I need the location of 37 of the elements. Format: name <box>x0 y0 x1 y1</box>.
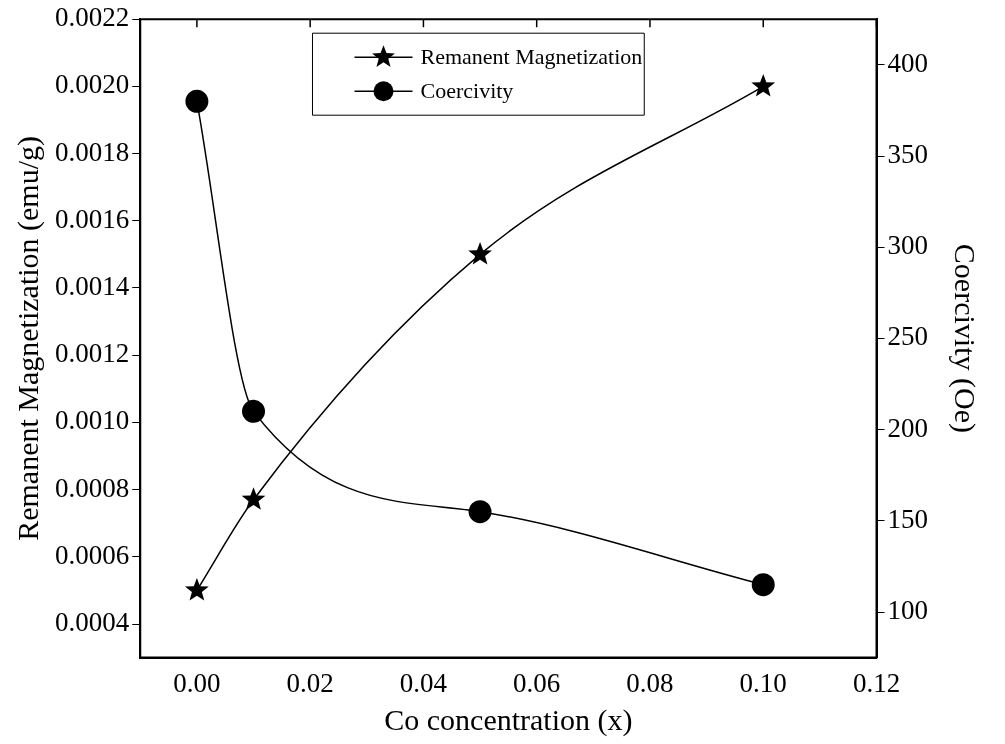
y-tick-label: 0.0020 <box>55 69 130 100</box>
legend-label: Remanent Magnetization <box>420 43 643 69</box>
legend-label: Coercivity <box>420 77 514 103</box>
x-tick-label: 0.02 <box>286 667 334 698</box>
y-tick-label: 0.0014 <box>55 271 130 302</box>
point <box>468 500 492 524</box>
x-tick-label: 0.00 <box>173 667 221 698</box>
point <box>242 399 266 423</box>
x-tick-label: 0.12 <box>852 667 901 698</box>
y2-tick-label: 300 <box>887 230 928 261</box>
x-axis-title: Co concentration (x) <box>384 702 633 737</box>
y-axis-title: Remanent Magnetization (emu/g) <box>10 135 45 541</box>
y2-axis-title: Coercivity (Oe) <box>948 243 983 433</box>
point <box>751 73 776 97</box>
point <box>468 241 492 265</box>
y-tick-label: 0.0022 <box>55 2 130 33</box>
y2-tick-label: 400 <box>887 47 928 78</box>
x-tick-label: 0.04 <box>399 667 448 698</box>
x-tick-label: 0.06 <box>513 667 561 698</box>
x-tick-label: 0.08 <box>626 667 674 698</box>
y-tick-label: 0.0008 <box>55 472 130 503</box>
point <box>241 487 266 510</box>
y-tick-label: 0.0006 <box>55 539 130 570</box>
point <box>751 573 775 597</box>
y-tick-label: 0.0016 <box>55 203 130 234</box>
y-tick-label: 0.0010 <box>55 405 130 436</box>
y2-tick-label: 200 <box>887 412 928 443</box>
y-tick-label: 0.0018 <box>55 136 130 167</box>
point <box>185 577 209 601</box>
x-tick-label: 0.10 <box>739 667 787 698</box>
y-tick-label: 0.0004 <box>55 607 130 638</box>
y-tick-label: 0.0012 <box>55 338 130 369</box>
y2-tick-label: 250 <box>887 321 928 352</box>
y2-tick-label: 150 <box>887 503 928 534</box>
y2-tick-label: 100 <box>887 595 928 626</box>
point <box>185 89 209 113</box>
y2-tick-label: 350 <box>887 139 928 170</box>
